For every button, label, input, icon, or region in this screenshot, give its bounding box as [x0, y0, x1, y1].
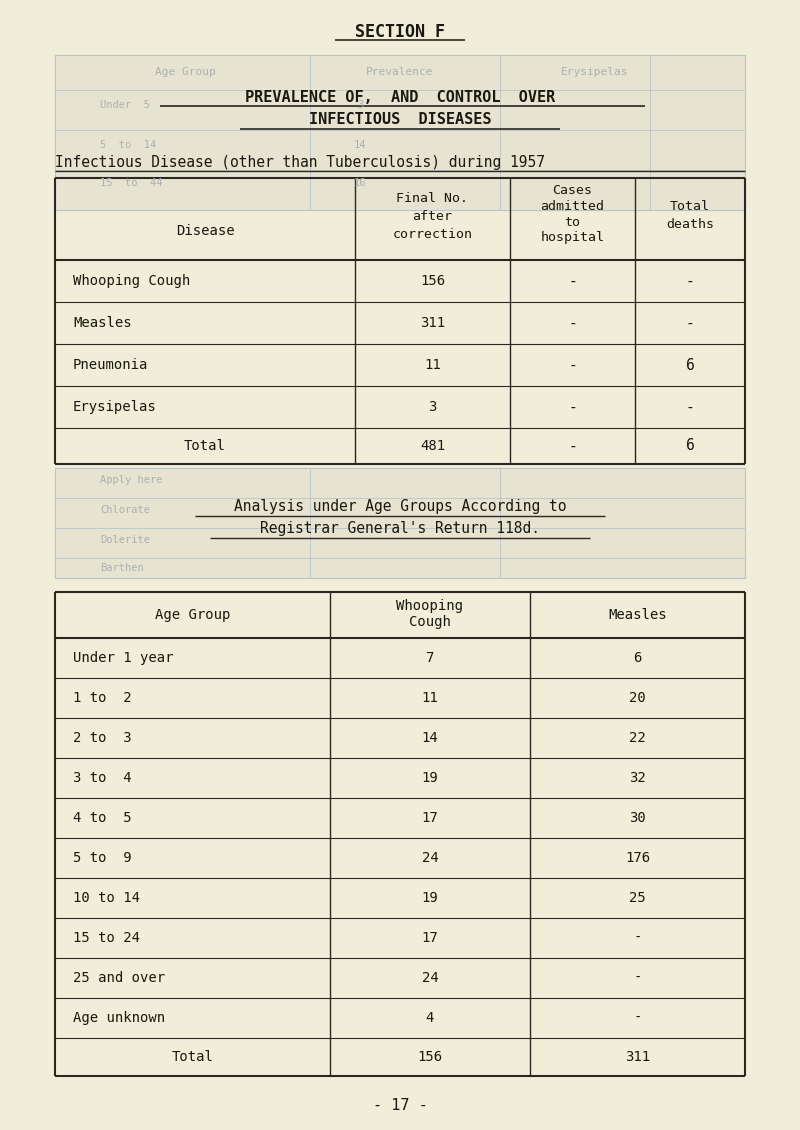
- Text: Measles: Measles: [608, 608, 667, 622]
- Text: 4: 4: [426, 1011, 434, 1025]
- Text: 6: 6: [686, 438, 694, 453]
- Text: Total: Total: [670, 200, 710, 212]
- Text: 3: 3: [428, 400, 437, 414]
- Text: 311: 311: [625, 1050, 650, 1064]
- Text: 311: 311: [420, 316, 445, 330]
- Text: 5 to  9: 5 to 9: [73, 851, 132, 864]
- Text: Whooping Cough: Whooping Cough: [73, 273, 190, 288]
- Text: 11: 11: [422, 692, 438, 705]
- Text: Barthen: Barthen: [100, 563, 144, 573]
- Text: 156: 156: [420, 273, 445, 288]
- Text: PREVALENCE OF,  AND  CONTROL  OVER: PREVALENCE OF, AND CONTROL OVER: [245, 89, 555, 104]
- Text: Prevalence: Prevalence: [366, 67, 434, 77]
- Text: -: -: [634, 1011, 642, 1025]
- Text: Measles: Measles: [73, 316, 132, 330]
- Text: -: -: [634, 971, 642, 985]
- Text: 156: 156: [418, 1050, 442, 1064]
- Text: -: -: [686, 273, 694, 288]
- Text: -: -: [568, 438, 577, 453]
- Text: -: -: [568, 357, 577, 373]
- Text: Infectious Disease (other than Tuberculosis) during 1957: Infectious Disease (other than Tuberculo…: [55, 156, 545, 171]
- Text: to: to: [565, 216, 581, 228]
- Text: -: -: [568, 400, 577, 415]
- Text: 15  to  44: 15 to 44: [100, 179, 162, 188]
- Text: 3 to  4: 3 to 4: [73, 771, 132, 785]
- Text: 10 to 14: 10 to 14: [73, 890, 140, 905]
- Text: 5  to  14: 5 to 14: [100, 140, 156, 150]
- Text: admitted: admitted: [541, 200, 605, 212]
- Text: -: -: [686, 315, 694, 330]
- Text: 25: 25: [629, 890, 646, 905]
- Text: 24: 24: [422, 971, 438, 985]
- Text: 176: 176: [625, 851, 650, 864]
- Text: Pneumonia: Pneumonia: [73, 358, 148, 372]
- Text: Under  5: Under 5: [100, 99, 150, 110]
- Text: Dolerite: Dolerite: [100, 534, 150, 545]
- Text: 19: 19: [422, 771, 438, 785]
- Text: 6: 6: [634, 651, 642, 664]
- Text: Chlorate: Chlorate: [100, 505, 150, 515]
- Text: 4 to  5: 4 to 5: [73, 811, 132, 825]
- Text: Disease: Disease: [176, 224, 234, 238]
- Text: Erysipelas: Erysipelas: [562, 67, 629, 77]
- Bar: [55, 55, 745, 210]
- Text: Analysis under Age Groups According to: Analysis under Age Groups According to: [234, 498, 566, 513]
- Text: 25 and over: 25 and over: [73, 971, 165, 985]
- Text: 17: 17: [422, 811, 438, 825]
- Text: -: -: [568, 315, 577, 330]
- Text: Erysipelas: Erysipelas: [73, 400, 157, 414]
- Text: -: -: [634, 931, 642, 945]
- Text: 16: 16: [354, 179, 366, 188]
- Text: SECTION F: SECTION F: [355, 23, 445, 41]
- Text: 20: 20: [629, 692, 646, 705]
- Bar: [55, 468, 745, 579]
- Text: Age Group: Age Group: [155, 608, 230, 622]
- Text: 19: 19: [422, 890, 438, 905]
- Text: -: -: [686, 400, 694, 415]
- Text: 24: 24: [422, 851, 438, 864]
- Text: Age unknown: Age unknown: [73, 1011, 165, 1025]
- Text: after: after: [413, 209, 453, 223]
- Text: 30: 30: [629, 811, 646, 825]
- Text: Total: Total: [171, 1050, 214, 1064]
- Text: Whooping: Whooping: [397, 599, 463, 612]
- Text: 481: 481: [420, 438, 445, 453]
- Text: INFECTIOUS  DISEASES: INFECTIOUS DISEASES: [309, 113, 491, 128]
- Text: - 17 -: - 17 -: [373, 1097, 427, 1113]
- Text: 14: 14: [354, 140, 366, 150]
- Text: 22: 22: [629, 731, 646, 745]
- Text: hospital: hospital: [541, 232, 605, 244]
- Text: 32: 32: [629, 771, 646, 785]
- Text: Cases: Cases: [553, 183, 593, 197]
- Text: 17: 17: [422, 931, 438, 945]
- Text: 6: 6: [686, 357, 694, 373]
- Text: -: -: [568, 273, 577, 288]
- Text: correction: correction: [393, 227, 473, 241]
- Text: deaths: deaths: [666, 217, 714, 231]
- Text: 2 to  3: 2 to 3: [73, 731, 132, 745]
- Text: Total: Total: [184, 438, 226, 453]
- Text: 3: 3: [357, 99, 363, 110]
- Text: Under 1 year: Under 1 year: [73, 651, 174, 664]
- Text: Registrar General's Return 118d.: Registrar General's Return 118d.: [260, 521, 540, 536]
- Text: 15 to 24: 15 to 24: [73, 931, 140, 945]
- Text: 14: 14: [422, 731, 438, 745]
- Text: Cough: Cough: [409, 615, 451, 629]
- Text: Age Group: Age Group: [154, 67, 215, 77]
- Text: 7: 7: [426, 651, 434, 664]
- Text: 1 to  2: 1 to 2: [73, 692, 132, 705]
- Text: Apply here: Apply here: [100, 475, 162, 485]
- Text: Final No.: Final No.: [397, 191, 469, 205]
- Text: 11: 11: [424, 358, 441, 372]
